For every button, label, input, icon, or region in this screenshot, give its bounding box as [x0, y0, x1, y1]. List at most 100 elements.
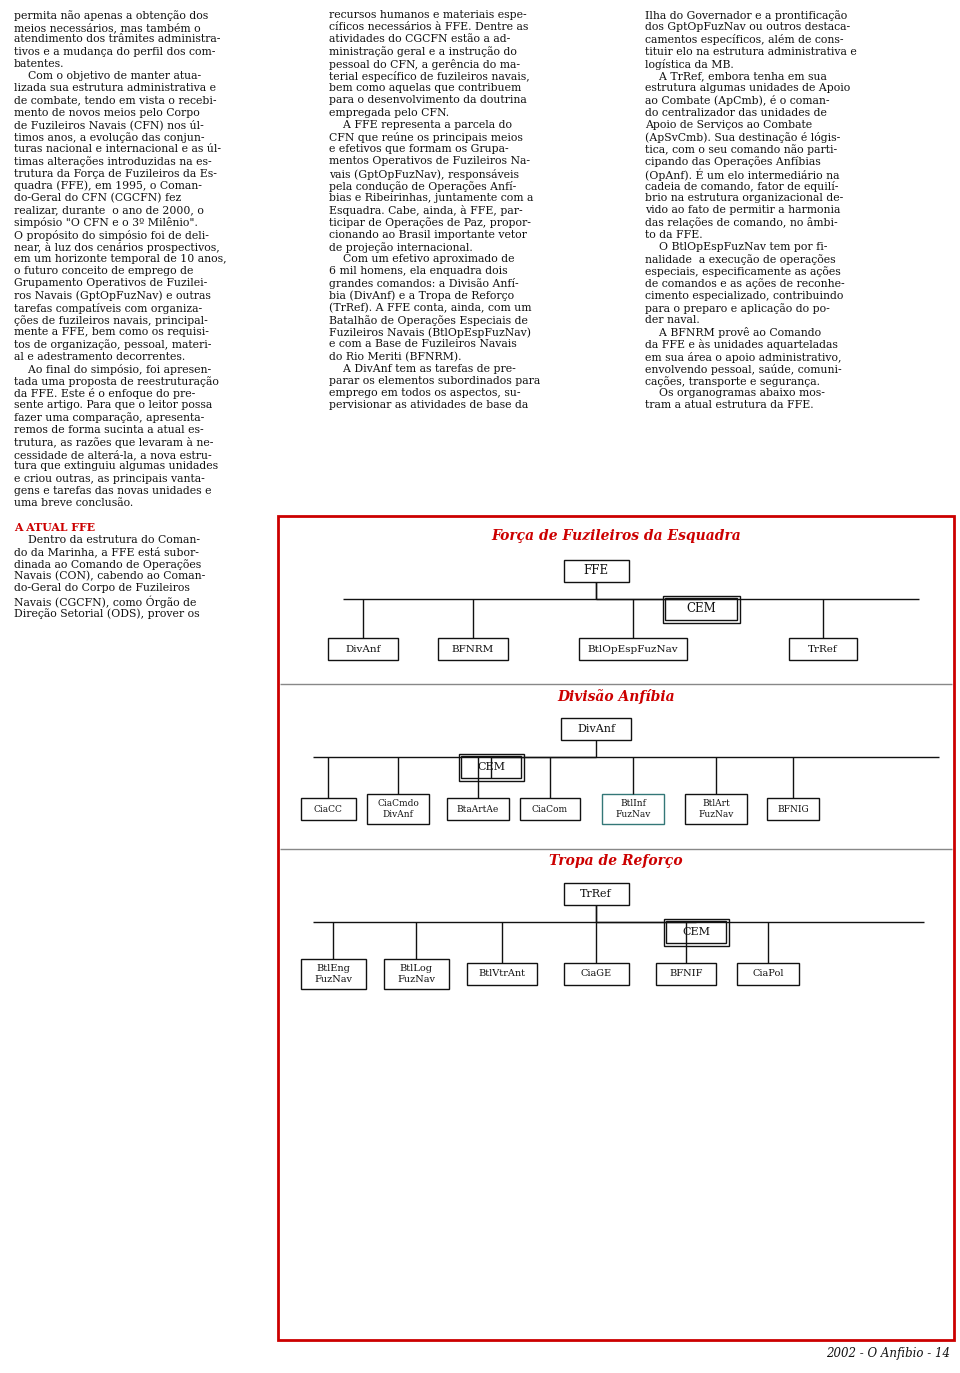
Text: A DivAnf tem as tarefas de pre-: A DivAnf tem as tarefas de pre- [329, 364, 516, 373]
Text: tram a atual estrutura da FFE.: tram a atual estrutura da FFE. [645, 401, 813, 411]
Text: uma breve conclusão.: uma breve conclusão. [14, 498, 133, 508]
Text: e criou outras, as principais vanta-: e criou outras, as principais vanta- [14, 474, 204, 483]
Text: CiaCom: CiaCom [532, 805, 568, 813]
Text: emprego em todos os aspectos, su-: emprego em todos os aspectos, su- [329, 389, 521, 398]
Text: especiais, especificamente as ações: especiais, especificamente as ações [645, 266, 840, 277]
Text: BtlLog
FuzNav: BtlLog FuzNav [397, 964, 435, 983]
Text: DivAnf: DivAnf [346, 644, 381, 654]
Text: da FFE. Este é o enfoque do pre-: da FFE. Este é o enfoque do pre- [14, 389, 195, 400]
Text: CiaCmdo
DivAnf: CiaCmdo DivAnf [377, 799, 419, 818]
Text: terial específico de fuzileiros navais,: terial específico de fuzileiros navais, [329, 71, 530, 82]
Text: para o desenvolvimento da doutrina: para o desenvolvimento da doutrina [329, 95, 527, 106]
Bar [467, 962, 537, 984]
Text: mento de novos meios pelo Corpo: mento de novos meios pelo Corpo [14, 107, 200, 118]
Bar [685, 794, 747, 824]
Text: recursos humanos e materiais espe-: recursos humanos e materiais espe- [329, 10, 527, 21]
Text: fazer uma comparação, apresenta-: fazer uma comparação, apresenta- [14, 413, 204, 423]
Text: BtlArt
FuzNav: BtlArt FuzNav [698, 799, 733, 818]
Bar [564, 883, 629, 905]
Text: Divisão Anfíbia: Divisão Anfíbia [557, 689, 675, 704]
Text: 2002 - O Anfibio - 14: 2002 - O Anfibio - 14 [826, 1347, 950, 1359]
Text: o futuro conceito de emprego de: o futuro conceito de emprego de [14, 266, 193, 276]
Text: Força de Fuzileiros da Esquadra: Força de Fuzileiros da Esquadra [492, 529, 741, 542]
Text: Navais (CGCFN), como Órgão de: Navais (CGCFN), como Órgão de [14, 596, 197, 608]
Text: Ilha do Governador e a prontificação: Ilha do Governador e a prontificação [645, 10, 847, 21]
Text: to da FFE.: to da FFE. [645, 229, 703, 240]
Text: 6 mil homens, ela enquadra dois: 6 mil homens, ela enquadra dois [329, 266, 508, 276]
Text: lizada sua estrutura administrativa e: lizada sua estrutura administrativa e [14, 84, 216, 93]
Text: BtlOpEspFuzNav: BtlOpEspFuzNav [588, 644, 679, 654]
Bar [300, 798, 355, 820]
Bar [602, 794, 664, 824]
Text: BtaArtAe: BtaArtAe [457, 805, 499, 813]
Text: do centralizador das unidades de: do centralizador das unidades de [645, 107, 827, 118]
Text: der naval.: der naval. [645, 314, 700, 325]
Text: turas nacional e internacional e as úl-: turas nacional e internacional e as úl- [14, 144, 221, 154]
Text: bia (DivAnf) e a Tropa de Reforço: bia (DivAnf) e a Tropa de Reforço [329, 291, 515, 301]
Text: Batalhão de Operações Especiais de: Batalhão de Operações Especiais de [329, 314, 528, 325]
Text: quadra (FFE), em 1995, o Coman-: quadra (FFE), em 1995, o Coman- [14, 181, 202, 191]
Text: Com o objetivo de manter atua-: Com o objetivo de manter atua- [14, 71, 202, 81]
Text: do-Geral do CFN (CGCFN) fez: do-Geral do CFN (CGCFN) fez [14, 194, 181, 203]
Bar [520, 798, 580, 820]
Text: cionando ao Brasil importante vetor: cionando ao Brasil importante vetor [329, 229, 527, 240]
Text: envolvendo pessoal, saúde, comuni-: envolvendo pessoal, saúde, comuni- [645, 364, 841, 375]
Text: BFNIF: BFNIF [669, 969, 703, 979]
Bar [561, 718, 631, 740]
Text: tivos e a mudança do perfil dos com-: tivos e a mudança do perfil dos com- [14, 47, 215, 56]
Text: Dentro da estrutura do Coman-: Dentro da estrutura do Coman- [14, 534, 200, 545]
Text: simpósio "O CFN e o 3º Milênio".: simpósio "O CFN e o 3º Milênio". [14, 217, 198, 228]
Text: BtlVtrAnt: BtlVtrAnt [478, 969, 525, 979]
Bar [438, 638, 508, 660]
Text: DivAnf: DivAnf [577, 724, 615, 735]
Text: CEM: CEM [686, 603, 716, 615]
Text: empregada pelo CFN.: empregada pelo CFN. [329, 107, 449, 118]
Text: tituir elo na estrutura administrativa e: tituir elo na estrutura administrativa e [645, 47, 856, 56]
Text: da FFE e às unidades aquarteladas: da FFE e às unidades aquarteladas [645, 339, 837, 350]
Text: A FFE representa a parcela do: A FFE representa a parcela do [329, 119, 513, 130]
Text: BtlEng
FuzNav: BtlEng FuzNav [314, 964, 352, 983]
Text: Ao final do simpósio, foi apresen-: Ao final do simpósio, foi apresen- [14, 364, 211, 375]
Text: CiaPol: CiaPol [753, 969, 783, 979]
Bar [459, 754, 523, 780]
Text: mente a FFE, bem como os requisi-: mente a FFE, bem como os requisi- [14, 327, 209, 338]
Text: grandes comandos: a Divisão Anfí-: grandes comandos: a Divisão Anfí- [329, 279, 519, 290]
Text: cessidade de alterá-la, a nova estru-: cessidade de alterá-la, a nova estru- [14, 449, 211, 460]
Text: vais (GptOpFuzNav), responsáveis: vais (GptOpFuzNav), responsáveis [329, 169, 519, 180]
Text: trutura da Força de Fuzileiros da Es-: trutura da Força de Fuzileiros da Es- [14, 169, 217, 178]
Text: Esquadra. Cabe, ainda, à FFE, par-: Esquadra. Cabe, ainda, à FFE, par- [329, 205, 523, 216]
Text: bias e Ribeirinhas, juntamente com a: bias e Ribeirinhas, juntamente com a [329, 194, 534, 203]
Text: para o preparo e aplicação do po-: para o preparo e aplicação do po- [645, 303, 829, 313]
Text: em um horizonte temporal de 10 anos,: em um horizonte temporal de 10 anos, [14, 254, 227, 264]
Text: Com um efetivo aproximado de: Com um efetivo aproximado de [329, 254, 515, 264]
Text: TrRef: TrRef [808, 644, 838, 654]
Bar [737, 962, 799, 984]
Text: e efetivos que formam os Grupa-: e efetivos que formam os Grupa- [329, 144, 509, 154]
Bar [663, 919, 729, 946]
Text: de Fuzileiros Navais (CFN) nos úl-: de Fuzileiros Navais (CFN) nos úl- [14, 119, 204, 130]
Text: tada uma proposta de reestruturação: tada uma proposta de reestruturação [14, 376, 219, 387]
Text: meios necessários, mas também o: meios necessários, mas também o [14, 22, 201, 33]
Text: brio na estrutura organizacional de-: brio na estrutura organizacional de- [645, 194, 843, 203]
Bar [461, 757, 521, 778]
Text: tura que extinguiu algumas unidades: tura que extinguiu algumas unidades [14, 461, 218, 471]
Bar [447, 798, 509, 820]
Bar [278, 516, 954, 1340]
Text: tarefas compatíveis com organiza-: tarefas compatíveis com organiza- [14, 303, 203, 314]
Text: Direção Setorial (ODS), prover os: Direção Setorial (ODS), prover os [14, 608, 200, 619]
Text: ao Combate (ApCmb), é o coman-: ao Combate (ApCmb), é o coman- [645, 95, 829, 106]
Text: Os organogramas abaixo mos-: Os organogramas abaixo mos- [645, 389, 825, 398]
Text: Fuzileiros Navais (BtlOpEspFuzNav): Fuzileiros Navais (BtlOpEspFuzNav) [329, 327, 531, 338]
Text: TrRef: TrRef [580, 888, 612, 899]
Text: das relações de comando, no âmbi-: das relações de comando, no âmbi- [645, 217, 837, 228]
Text: estrutura algumas unidades de Apoio: estrutura algumas unidades de Apoio [645, 84, 850, 93]
Text: cimento especializado, contribuindo: cimento especializado, contribuindo [645, 291, 843, 301]
Text: CiaGE: CiaGE [581, 969, 612, 979]
Bar [662, 596, 739, 622]
Text: mentos Operativos de Fuzileiros Na-: mentos Operativos de Fuzileiros Na- [329, 157, 530, 166]
Text: timos anos, a evolução das conjun-: timos anos, a evolução das conjun- [14, 132, 204, 143]
Text: (TrRef). A FFE conta, ainda, com um: (TrRef). A FFE conta, ainda, com um [329, 303, 532, 313]
Text: gens e tarefas das novas unidades e: gens e tarefas das novas unidades e [14, 486, 211, 496]
Text: ções de fuzileiros navais, principal-: ções de fuzileiros navais, principal- [14, 314, 207, 325]
Text: em sua área o apoio administrativo,: em sua área o apoio administrativo, [645, 351, 841, 362]
